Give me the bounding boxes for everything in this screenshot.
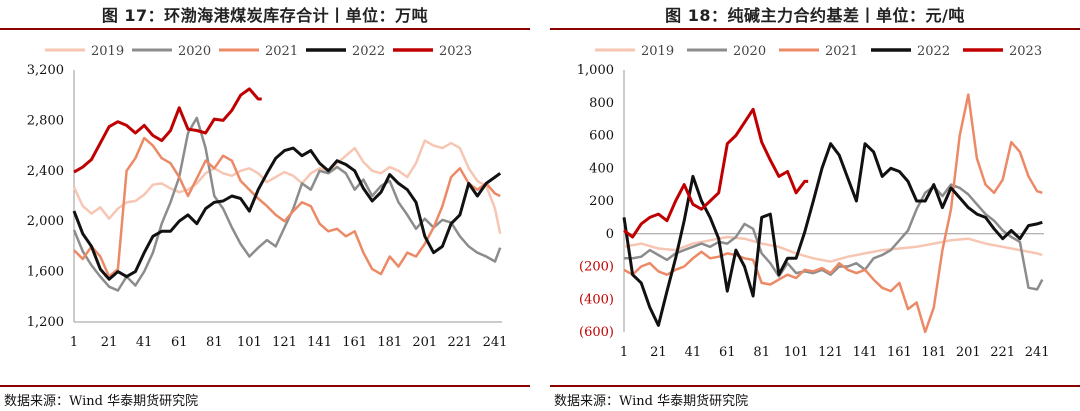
x-tick-label: 221 <box>990 345 1015 360</box>
x-tick-label: 81 <box>753 345 770 360</box>
x-tick-label: 61 <box>719 345 736 360</box>
y-tick-label: (600) <box>579 325 614 340</box>
x-tick-label: 121 <box>818 345 843 360</box>
chart-panel-soda-ash-basis: 图 18：纯碱主力合约基差丨单位：元/吨 (600) (400) (200) 0 200… <box>550 0 1080 411</box>
y-tick-label: 2,000 <box>27 214 64 229</box>
title-divider <box>550 28 1080 30</box>
y-tick-label: 2,800 <box>27 113 64 128</box>
legend-label-2020: 2020 <box>733 44 766 59</box>
x-tick-label: 161 <box>342 335 367 350</box>
legend-label-2021: 2021 <box>265 44 298 59</box>
chart-panel-coal-inventory: 图 17：环渤海港煤炭库存合计丨单位：万吨 1,200 1,600 2,000 2,4… <box>0 0 530 411</box>
y-tick-label: 2,400 <box>27 164 64 179</box>
x-tick-label: 101 <box>784 345 809 360</box>
x-tick-label: 121 <box>272 335 297 350</box>
legend-label-2021: 2021 <box>825 44 858 59</box>
x-tick-label: 141 <box>853 345 878 360</box>
series-line-2022 <box>622 142 1043 327</box>
x-tick-label: 201 <box>412 335 437 350</box>
x-tick-label: 241 <box>483 335 508 350</box>
series-line-2022 <box>72 146 502 281</box>
y-tick-label: 400 <box>589 161 614 176</box>
legend-label-2020: 2020 <box>178 44 211 59</box>
y-tick-label: 1,000 <box>577 63 614 78</box>
x-tick-label: 141 <box>307 335 332 350</box>
x-tick-label: 241 <box>1025 345 1050 360</box>
series-line-2021 <box>623 93 1043 334</box>
x-tick-label: 201 <box>956 345 981 360</box>
x-tick-label: 221 <box>447 335 472 350</box>
series-line-2023 <box>73 87 262 174</box>
x-tick-label: 1 <box>70 335 78 350</box>
series-line-2023 <box>623 107 809 239</box>
x-tick-label: 21 <box>650 345 667 360</box>
series-line-2019 <box>623 235 1043 263</box>
x-tick-label: 81 <box>206 335 223 350</box>
y-tick-label: (200) <box>579 260 614 275</box>
x-tick-label: 41 <box>685 345 702 360</box>
y-tick-label: 200 <box>589 194 614 209</box>
data-source: 数据来源：Wind 华泰期货研究院 <box>4 394 199 409</box>
chart-title: 图 18：纯碱主力合约基差丨单位：元/吨 <box>665 6 965 25</box>
y-tick-label: 600 <box>589 129 614 144</box>
source-divider <box>0 385 530 387</box>
chart-title: 图 17：环渤海港煤炭库存合计丨单位：万吨 <box>101 6 429 25</box>
y-tick-label: 800 <box>589 96 614 111</box>
x-tick-label: 101 <box>237 335 262 350</box>
source-divider <box>550 385 1080 387</box>
y-tick-label: (400) <box>579 292 614 307</box>
x-tick-label: 1 <box>620 345 628 360</box>
legend-label-2022: 2022 <box>352 44 385 59</box>
x-tick-label: 41 <box>136 335 153 350</box>
title-divider <box>0 28 530 30</box>
series-line-2019 <box>72 139 502 235</box>
legend-label-2023: 2023 <box>1009 44 1042 59</box>
x-tick-label: 181 <box>921 345 946 360</box>
series-line-2021 <box>73 136 501 278</box>
x-tick-label: 161 <box>887 345 912 360</box>
y-tick-label: 1,600 <box>27 265 64 280</box>
data-source: 数据来源：Wind 华泰期货研究院 <box>554 394 749 409</box>
series-line-2020 <box>624 183 1044 291</box>
x-tick-label: 61 <box>171 335 188 350</box>
legend-label-2022: 2022 <box>917 44 950 59</box>
legend-label-2019: 2019 <box>641 44 674 59</box>
legend-label-2019: 2019 <box>91 44 124 59</box>
y-tick-label: 1,200 <box>27 315 64 330</box>
x-tick-label: 21 <box>101 335 118 350</box>
y-tick-label: 3,200 <box>27 63 64 78</box>
x-tick-label: 181 <box>377 335 402 350</box>
y-tick-label: 0 <box>606 227 614 242</box>
legend-label-2023: 2023 <box>439 44 472 59</box>
